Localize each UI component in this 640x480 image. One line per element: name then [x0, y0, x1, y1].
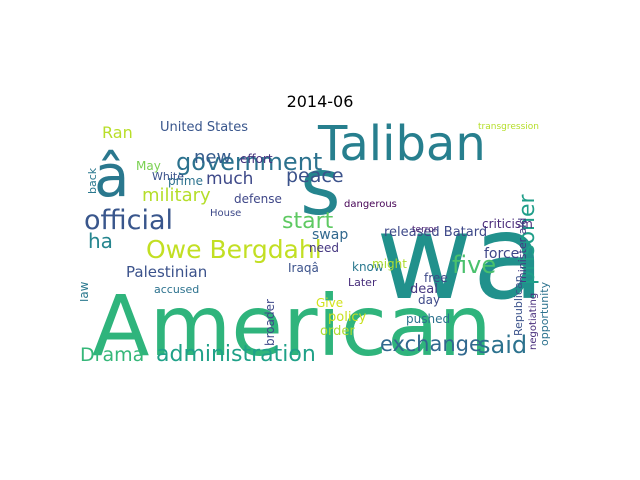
cloud-word: exchange	[380, 332, 482, 356]
cloud-word: free	[424, 271, 448, 285]
cloud-word: prime	[168, 174, 203, 188]
cloud-word: Taliban	[317, 118, 486, 172]
cloud-word: official	[84, 205, 173, 236]
cloud-word: Later	[348, 276, 377, 289]
cloud-word: swap	[312, 227, 348, 243]
cloud-word: broader	[263, 299, 277, 346]
cloud-word: government	[176, 148, 322, 176]
cloud-word: much	[206, 169, 253, 189]
chart-title: 2014-06	[286, 92, 354, 111]
cloud-word: dangerous	[344, 199, 397, 210]
cloud-word: wa	[376, 188, 545, 326]
cloud-word: new	[194, 147, 231, 168]
cloud-word: criticism	[482, 217, 533, 231]
cloud-word: Owe Bergdahl	[146, 235, 322, 264]
cloud-word: five	[452, 251, 496, 279]
word-cloud-background	[80, 118, 560, 363]
cloud-word: Republican	[512, 275, 525, 336]
cloud-word: need	[309, 241, 339, 255]
cloud-word: Palestinian	[126, 263, 207, 281]
cloud-word: minister aid	[516, 218, 529, 283]
word-cloud: American wa s Taliban â government official Owe…	[80, 118, 560, 363]
cloud-word: American	[92, 277, 492, 363]
cloud-word: Give	[316, 296, 343, 310]
cloud-word: force	[484, 246, 519, 262]
cloud-word: prisoner	[515, 193, 540, 285]
cloud-word: ha	[88, 229, 113, 253]
cloud-word: transgression	[478, 122, 539, 132]
cloud-word: administration	[156, 342, 316, 363]
cloud-word: â	[94, 142, 130, 210]
cloud-word: might	[372, 257, 407, 271]
cloud-word: effort	[240, 152, 273, 166]
cloud-word: back	[86, 167, 99, 194]
cloud-word: law	[80, 281, 91, 302]
cloud-word: start	[282, 209, 334, 234]
cloud-word: White	[152, 170, 184, 183]
cloud-word: know	[352, 260, 384, 274]
cloud-word: negotiating	[528, 293, 539, 350]
cloud-word: Ran	[102, 123, 133, 142]
cloud-word: day	[418, 293, 440, 307]
cloud-word: Iraqâ	[288, 261, 319, 275]
cloud-word: accused	[154, 283, 199, 296]
cloud-word: s	[300, 143, 341, 233]
cloud-word: military	[142, 185, 211, 206]
cloud-word: May	[136, 159, 161, 173]
cloud-word: Drama	[80, 344, 144, 363]
cloud-word: deal	[410, 282, 438, 297]
cloud-word: policy	[328, 310, 367, 325]
cloud-word: terror	[412, 225, 438, 235]
cloud-word: opportunity	[538, 281, 551, 346]
cloud-word: released Batard	[384, 225, 487, 240]
cloud-word: pushed	[406, 312, 450, 326]
cloud-word: United States	[160, 120, 248, 135]
cloud-word: order	[320, 324, 355, 339]
cloud-word: said	[478, 331, 527, 359]
cloud-word: House	[210, 208, 241, 219]
cloud-word: peace	[286, 165, 344, 187]
cloud-word: defense	[234, 192, 282, 206]
